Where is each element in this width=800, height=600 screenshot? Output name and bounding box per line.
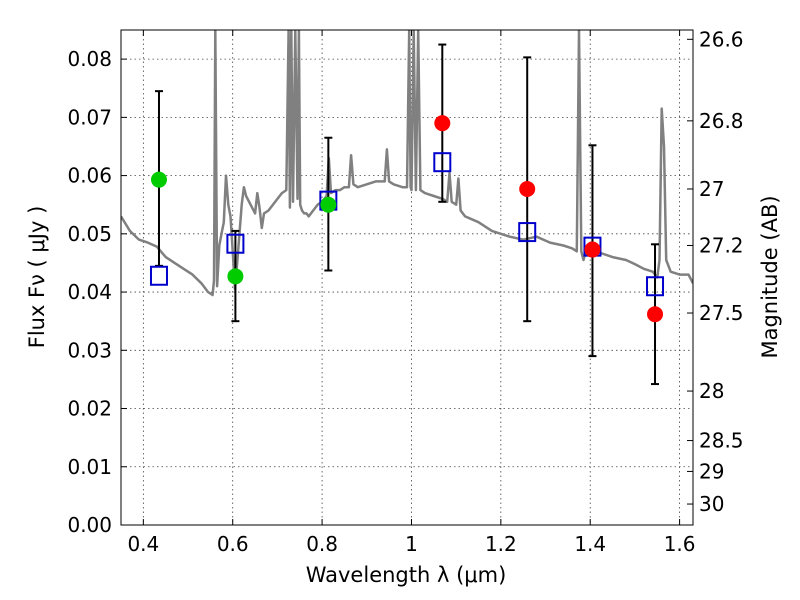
y-axis-label: Flux Fν ( μJy ) <box>25 206 49 349</box>
y-tick-label: 0.08 <box>67 47 112 71</box>
spectrum-line <box>121 30 693 297</box>
data-point <box>320 196 337 213</box>
right-tick-label: 29 <box>699 459 724 483</box>
x-tick-label: 0.6 <box>217 532 249 556</box>
y-tick-label: 0.06 <box>67 164 112 188</box>
y-tick-label: 0.05 <box>67 222 112 246</box>
x-tick-label: 0.4 <box>127 532 159 556</box>
model-square <box>226 233 245 254</box>
x-tick-label: 1.6 <box>664 532 696 556</box>
x-tick-label: 1.2 <box>485 532 517 556</box>
x-tick-label: 1 <box>405 532 418 556</box>
axis-ticks: 0.4 0.6 0.8 1 1.2 1.4 1.6 0.00 0.01 0.02 0.03 0.04 0… <box>67 27 743 556</box>
y-tick-label: 0.02 <box>67 397 112 421</box>
y-axis-right-label: Magnitude (AB) <box>758 195 782 358</box>
spectrum-layer <box>121 30 693 297</box>
x-axis-label: Wavelength λ (μm) <box>306 563 507 587</box>
model-square <box>149 265 168 286</box>
right-tick-label: 28 <box>699 379 724 403</box>
data-point <box>647 306 664 323</box>
right-tick-label: 28.5 <box>699 429 744 453</box>
y-tick-label: 0.01 <box>67 455 112 479</box>
data-point <box>150 171 167 188</box>
plot-frame <box>120 29 694 526</box>
model-square <box>433 152 452 173</box>
x-tick-label: 1.4 <box>574 532 606 556</box>
y-tick-label: 0.07 <box>67 105 112 129</box>
model-square <box>646 276 665 297</box>
right-tick-label: 27.5 <box>699 301 744 325</box>
right-tick-label: 30 <box>699 492 724 516</box>
y-tick-label: 0.03 <box>67 338 112 362</box>
data-point <box>584 241 601 258</box>
right-tick-label: 27.2 <box>699 233 744 257</box>
right-tick-label: 27 <box>699 177 724 201</box>
markers <box>149 115 665 323</box>
x-tick-label: 0.8 <box>306 532 338 556</box>
model-square <box>518 222 537 243</box>
right-tick-label: 26.8 <box>699 109 744 133</box>
y-tick-label: 0.04 <box>67 280 112 304</box>
data-point <box>519 180 536 197</box>
right-tick-label: 26.6 <box>699 27 744 51</box>
y-tick-label: 0.00 <box>67 513 112 537</box>
data-point <box>227 268 244 285</box>
data-point <box>434 115 451 132</box>
